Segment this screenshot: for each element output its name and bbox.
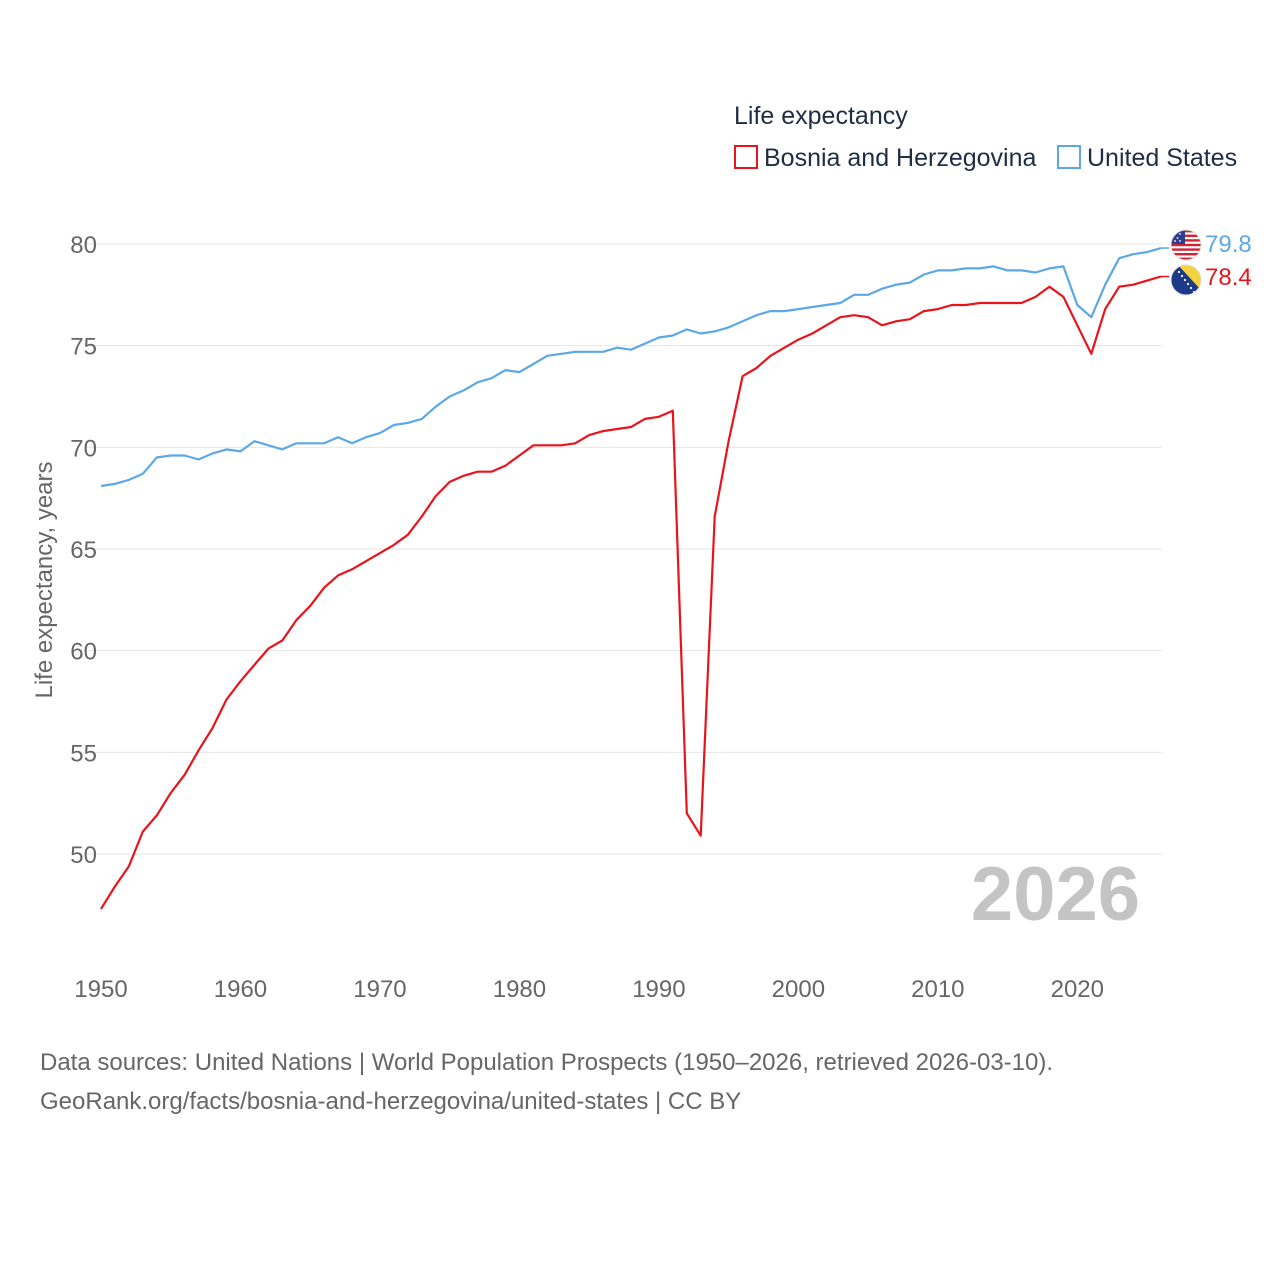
y-axis-ticks: 50 55 60 65 70 75 80 — [70, 232, 97, 869]
y-tick-55: 55 — [70, 740, 97, 767]
series-lines — [100, 247, 1169, 910]
y-axis-label: Life expectancy, years — [31, 461, 58, 698]
year-label: 2026 — [971, 852, 1140, 937]
series-line-bosnia-and-herzegovina[interactable] — [100, 275, 1162, 910]
bosnia-flag-ring — [1170, 264, 1202, 296]
legend-title: Life expectancy — [734, 102, 908, 130]
x-tick-1960: 1960 — [214, 976, 267, 1003]
y-tick-65: 65 — [70, 537, 97, 564]
x-axis-ticks: 1950 1960 1970 1980 1990 2000 2010 2020 — [74, 976, 1104, 1003]
series-line-united-states[interactable] — [100, 247, 1162, 488]
y-tick-80: 80 — [70, 232, 97, 259]
x-tick-1970: 1970 — [353, 976, 406, 1003]
x-tick-2020: 2020 — [1051, 976, 1104, 1003]
bosnia-flag-icon — [1171, 265, 1201, 295]
x-tick-1980: 1980 — [493, 976, 546, 1003]
end-label-united-states: 79.8 — [1205, 231, 1252, 258]
legend-swatch-bosnia[interactable] — [734, 145, 758, 169]
legend-label-united-states[interactable]: United States — [1087, 144, 1237, 172]
usa-flag-ring — [1170, 229, 1202, 261]
source-line: Data sources: United Nations | World Pop… — [40, 1049, 1054, 1076]
legend-label-bosnia[interactable]: Bosnia and Herzegovina — [764, 144, 1036, 172]
x-tick-2010: 2010 — [911, 976, 964, 1003]
usa-flag-icon — [1171, 230, 1201, 260]
x-tick-2000: 2000 — [772, 976, 825, 1003]
legend-swatch-united-states[interactable] — [1057, 145, 1081, 169]
y-tick-75: 75 — [70, 334, 97, 361]
source-note: Data sources: United Nations | World Pop… — [40, 1043, 1250, 1121]
x-tick-1950: 1950 — [74, 976, 127, 1003]
y-tick-50: 50 — [70, 842, 97, 869]
y-tick-60: 60 — [70, 639, 97, 666]
source-url-line: GeoRank.org/facts/bosnia-and-herzegovina… — [40, 1088, 742, 1115]
end-label-bosnia: 78.4 — [1205, 264, 1252, 291]
y-tick-70: 70 — [70, 435, 97, 462]
legend: Life expectancy Bosnia and Herzegovina U… — [734, 102, 1237, 172]
gridlines — [87, 243, 1162, 855]
x-tick-1990: 1990 — [632, 976, 685, 1003]
